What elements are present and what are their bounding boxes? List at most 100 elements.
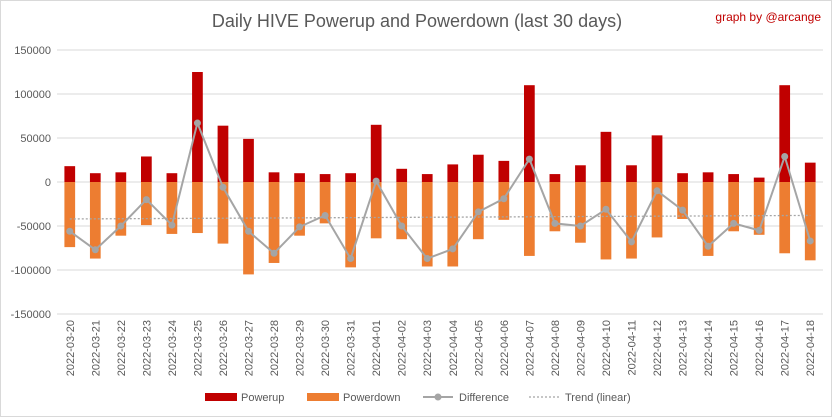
- difference-point: [551, 219, 559, 227]
- powerup-bar: [779, 85, 791, 182]
- x-tick-label: 2022-04-17: [780, 320, 792, 376]
- y-tick-label: 50000: [20, 133, 51, 145]
- x-tick-label: 2022-04-16: [754, 320, 766, 376]
- x-tick-label: 2022-04-07: [524, 320, 536, 376]
- y-tick-label: -150000: [11, 309, 51, 321]
- powerup-bar: [217, 125, 229, 182]
- difference-point: [168, 221, 176, 229]
- y-tick-label: 100000: [14, 89, 51, 101]
- powerup-bar: [141, 156, 152, 182]
- powerup-bar: [115, 172, 127, 182]
- powerup-bar: [447, 164, 459, 182]
- powerdown-bar: [600, 182, 612, 260]
- powerup-bar: [166, 173, 178, 182]
- difference-point: [679, 206, 687, 214]
- x-tick-label: 2022-03-22: [116, 320, 128, 376]
- powerup-bar: [549, 174, 561, 182]
- powerdown-bar: [294, 182, 305, 236]
- powerdown-bar: [575, 182, 586, 243]
- powerdown-bar: [804, 182, 816, 261]
- powerdown-bar: [728, 182, 739, 232]
- difference-point: [219, 183, 227, 191]
- x-tick-label: 2022-03-24: [167, 320, 179, 376]
- powerdown-bar: [396, 182, 408, 240]
- x-tick-label: 2022-03-25: [192, 320, 204, 376]
- powerdown-bar: [753, 182, 765, 235]
- x-tick-label: 2022-04-03: [422, 320, 434, 376]
- x-tick-label: 2022-04-08: [550, 320, 562, 376]
- powerdown-bar: [447, 182, 459, 267]
- x-tick-label: 2022-03-28: [269, 320, 281, 376]
- powerup-bar: [575, 165, 586, 182]
- x-tick-label: 2022-04-04: [448, 320, 460, 376]
- powerup-bar: [728, 174, 739, 182]
- x-axis-ticks: 2022-03-20 2022-03-21 2022-03-22 2022-03-23…: [65, 320, 817, 376]
- legend-label: Powerdown: [343, 392, 400, 404]
- powerdown-bar: [64, 182, 76, 248]
- x-tick-label: 2022-04-13: [678, 320, 690, 376]
- difference-point: [576, 222, 584, 230]
- difference-point: [449, 245, 457, 253]
- powerdown-bar: [89, 182, 101, 259]
- powerup-bar: [804, 162, 816, 182]
- x-tick-label: 2022-03-29: [295, 320, 307, 376]
- x-tick-label: 2022-04-09: [575, 320, 587, 376]
- difference-point: [653, 187, 661, 195]
- powerup-bar: [702, 172, 714, 182]
- difference-point: [525, 155, 533, 163]
- powerdown-bar: [549, 182, 561, 232]
- difference-point: [755, 226, 763, 234]
- x-tick-label: 2022-03-23: [141, 320, 153, 376]
- powerup-bar: [243, 138, 254, 182]
- difference-point: [474, 208, 482, 216]
- y-tick-label: 0: [45, 177, 51, 189]
- x-tick-label: 2022-04-14: [703, 320, 715, 376]
- powerup-bar: [600, 131, 612, 182]
- x-tick-label: 2022-04-11: [627, 320, 639, 375]
- legend-label: Trend (linear): [565, 392, 631, 404]
- powerup-bar: [524, 85, 535, 182]
- powerdown-bar: [421, 182, 433, 267]
- x-tick-label: 2022-04-01: [371, 320, 383, 376]
- legend-swatch-powerdown: [307, 393, 339, 401]
- powerdown-bar: [702, 182, 714, 256]
- x-tick-label: 2022-03-30: [320, 320, 332, 376]
- powerdown-bar: [370, 182, 382, 239]
- x-tick-label: 2022-03-20: [65, 320, 77, 376]
- difference-point: [628, 238, 635, 246]
- powerdown-bar: [345, 182, 356, 268]
- powerup-bar: [421, 174, 433, 182]
- powerup-bar: [268, 172, 280, 182]
- difference-point: [806, 237, 814, 245]
- powerup-bar: [472, 154, 484, 182]
- powerdown-bar: [677, 182, 688, 219]
- powerup-bar: [396, 168, 408, 182]
- difference-point: [372, 177, 380, 185]
- x-tick-label: 2022-03-26: [218, 320, 230, 376]
- difference-point: [321, 211, 329, 219]
- difference-point: [423, 255, 431, 263]
- difference-line-layer: [66, 119, 814, 263]
- x-tick-label: 2022-03-31: [346, 320, 358, 376]
- powerup-bar: [192, 72, 203, 182]
- difference-point: [347, 255, 355, 263]
- difference-point: [730, 219, 738, 227]
- powerdown-bar: [166, 182, 178, 234]
- x-tick-label: 2022-04-15: [729, 320, 741, 376]
- difference-point: [270, 249, 278, 257]
- powerdown-bar: [626, 182, 637, 259]
- legend-marker-difference: [434, 393, 442, 401]
- trend-layer: [69, 214, 811, 220]
- difference-point: [142, 196, 150, 204]
- difference-point: [91, 246, 99, 254]
- x-tick-label: 2022-04-18: [805, 320, 817, 376]
- legend-label: Powerup: [241, 392, 284, 404]
- x-tick-label: 2022-04-02: [397, 320, 409, 376]
- difference-point: [704, 242, 712, 250]
- credit-label: graph by @arcange: [715, 10, 821, 24]
- bar-layer: [64, 72, 816, 275]
- difference-point: [296, 223, 304, 231]
- trend-line: [69, 214, 811, 220]
